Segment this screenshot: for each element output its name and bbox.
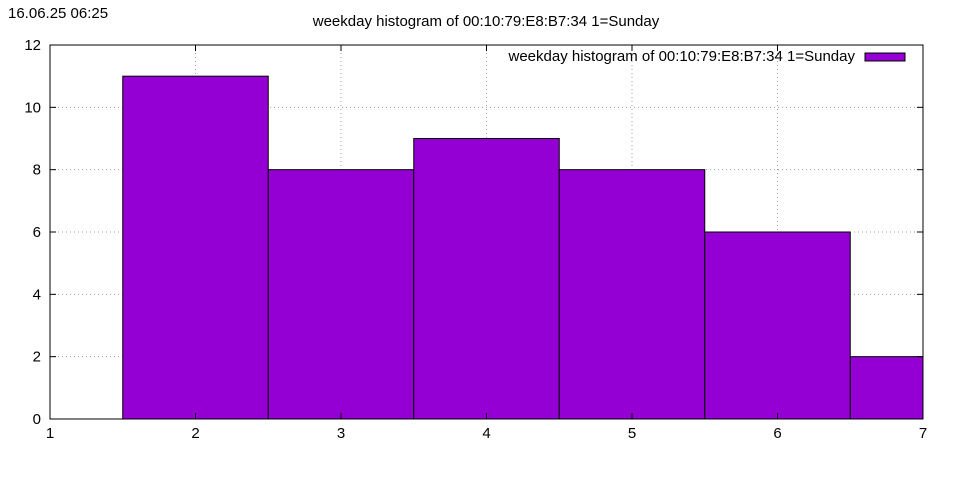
bar [849,356,924,420]
x-tick-label: 1 [46,425,54,442]
x-tick-label: 3 [337,425,345,442]
y-tick-label: 8 [33,162,41,179]
x-tick-label: 6 [773,425,781,442]
y-tick-label: 2 [33,349,41,366]
chart-title: weekday histogram of 00:10:79:E8:B7:34 1… [312,13,660,30]
x-tick-labels: 1 2 3 4 5 6 7 [46,425,927,442]
legend-label: weekday histogram of 00:10:79:E8:B7:34 1… [508,48,856,65]
timestamp: 16.06.25 06:25 [8,5,108,22]
y-tick-label: 0 [33,411,41,428]
x-tick-label: 4 [482,425,490,442]
y-tick-label: 10 [24,99,41,116]
bar [704,231,851,420]
y-tick-label: 6 [33,224,41,241]
bar [413,138,560,420]
bar [267,169,415,420]
bar [558,169,706,420]
ticks [49,44,924,420]
x-tick-label: 7 [919,425,927,442]
legend: weekday histogram of 00:10:79:E8:B7:34 1… [508,48,906,65]
y-tick-labels: 0 2 4 6 8 10 12 [24,37,41,428]
y-tick-label: 12 [24,37,41,54]
x-tick-label: 2 [191,425,199,442]
legend-swatch [864,52,906,62]
x-tick-label: 5 [628,425,636,442]
bar [122,75,269,420]
y-tick-label: 4 [33,286,41,303]
bars [122,75,924,420]
